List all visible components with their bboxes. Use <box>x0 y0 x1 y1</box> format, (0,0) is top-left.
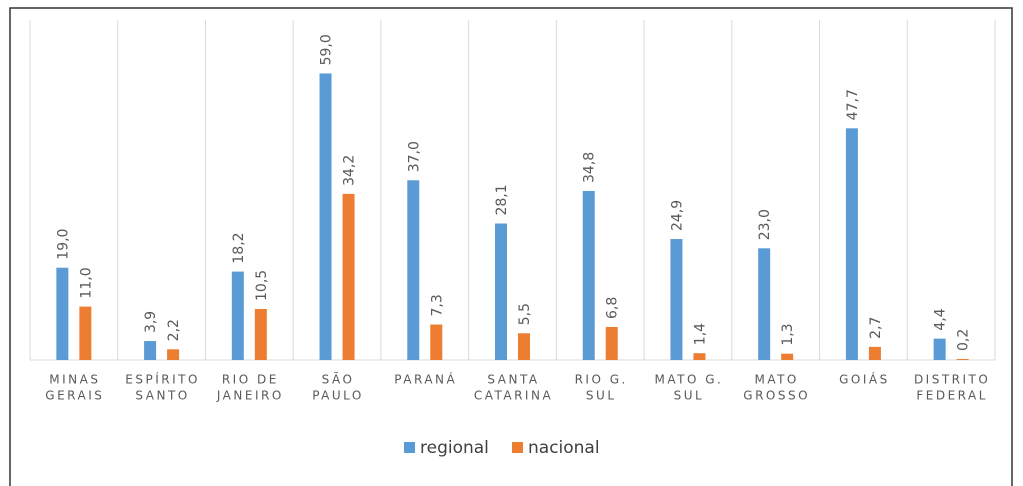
value-label: 10,5 <box>254 270 270 301</box>
bar <box>758 248 771 360</box>
x-tick-label: CATARINA <box>474 389 553 403</box>
x-tick-label: SUL <box>586 389 617 403</box>
value-label: 2,2 <box>166 319 182 341</box>
bar <box>495 223 507 360</box>
value-label: 0,2 <box>956 329 972 351</box>
legend-label: regional <box>420 438 489 458</box>
x-tick-label: PARANÁ <box>394 372 457 387</box>
bar <box>342 193 355 360</box>
bar <box>781 353 794 360</box>
x-tick-label: ESPÍRITO <box>125 372 200 387</box>
value-label: 4,4 <box>933 308 949 330</box>
bar <box>845 128 858 360</box>
chart-frame <box>9 7 1013 486</box>
x-tick-label: RIO G. <box>575 373 628 387</box>
value-label: 2,7 <box>868 317 884 339</box>
bar <box>956 359 969 360</box>
bar <box>868 346 881 360</box>
bar <box>56 267 69 360</box>
bar <box>582 190 595 360</box>
value-label: 1,3 <box>780 323 796 345</box>
bar <box>430 324 443 360</box>
x-tick-label: MATO <box>754 373 798 387</box>
x-tick-label: MINAS <box>49 373 100 387</box>
bar <box>605 326 618 360</box>
legend-label: nacional <box>528 438 600 458</box>
x-tick-label: GROSSO <box>743 389 810 403</box>
x-tick-label: SÃO <box>322 372 355 387</box>
value-label: 5,5 <box>517 303 533 325</box>
value-label: 3,9 <box>143 311 159 333</box>
x-tick-label: SANTA <box>487 373 539 387</box>
bar <box>144 341 157 360</box>
value-label: 6,8 <box>605 297 621 319</box>
bar <box>319 73 332 360</box>
x-tick-label: SUL <box>674 389 705 403</box>
value-label: 34,8 <box>582 152 598 183</box>
x-tick-label: GOIÁS <box>839 372 890 387</box>
value-label: 18,2 <box>231 232 247 263</box>
legend-swatch <box>512 442 523 453</box>
value-label: 11,0 <box>78 267 94 298</box>
value-label: 7,3 <box>429 294 445 316</box>
value-label: 1,4 <box>692 323 708 345</box>
value-label: 34,2 <box>342 155 358 186</box>
bar <box>167 349 180 360</box>
x-tick-label: SANTO <box>135 389 189 403</box>
x-tick-label: DISTRITO <box>914 373 990 387</box>
value-label: 19,0 <box>55 229 71 260</box>
bar <box>670 239 683 360</box>
x-tick-label: GERAIS <box>45 389 104 403</box>
bar <box>254 309 267 360</box>
x-tick-label: JANEIRO <box>216 389 284 403</box>
legend-swatch <box>404 442 415 453</box>
value-label: 47,7 <box>845 89 861 120</box>
x-tick-label: PAULO <box>312 389 364 403</box>
bar <box>933 338 946 360</box>
bar <box>518 333 530 360</box>
bar <box>231 271 244 360</box>
bar <box>693 353 706 360</box>
value-label: 37,0 <box>406 141 422 172</box>
value-label: 28,1 <box>494 184 510 215</box>
value-label: 24,9 <box>669 200 685 231</box>
value-label: 23,0 <box>757 209 773 240</box>
x-tick-label: MATO G. <box>655 373 724 387</box>
value-label: 59,0 <box>319 34 335 65</box>
x-tick-label: FEDERAL <box>916 389 988 403</box>
bar <box>79 306 92 360</box>
x-tick-label: RIO DE <box>222 373 279 387</box>
bar <box>407 180 420 360</box>
